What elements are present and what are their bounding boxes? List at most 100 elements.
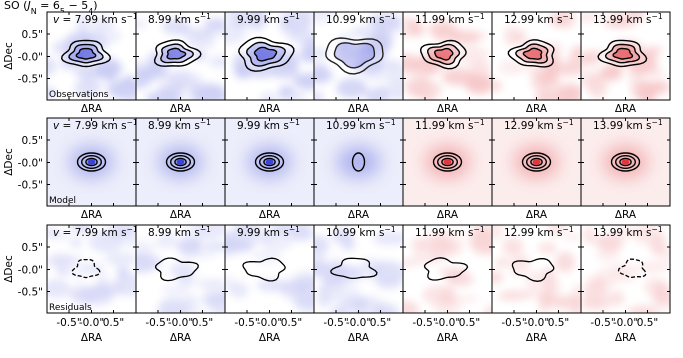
panel-content bbox=[136, 118, 225, 206]
panel: 8.99 km s−1 ΔRA bbox=[135, 11, 226, 115]
velocity-unit: km s bbox=[623, 120, 651, 132]
velocity-unit-exponent: −1 bbox=[289, 12, 300, 21]
noise-patch bbox=[563, 232, 581, 241]
velocity-unit: km s bbox=[98, 227, 126, 239]
noise-patch bbox=[47, 87, 57, 99]
panel: 11.99 km s−1 ΔRA bbox=[402, 11, 493, 115]
velocity-value: 12.99 bbox=[504, 14, 534, 26]
panel: 9.99 km s−1 ΔRA bbox=[224, 11, 315, 115]
noise-patch bbox=[411, 237, 427, 252]
noise-patch bbox=[403, 75, 432, 97]
noise-patch bbox=[116, 265, 129, 280]
noise-patch bbox=[299, 12, 314, 20]
x-axis-label: ΔRA bbox=[259, 332, 281, 344]
contour bbox=[351, 152, 366, 172]
panel: 12.99 km s−1 ΔRA bbox=[491, 117, 582, 221]
noise-patch bbox=[161, 284, 190, 297]
x-tick-label: -0.5" bbox=[501, 317, 526, 329]
noise-patch bbox=[422, 285, 454, 305]
model-core bbox=[532, 159, 541, 165]
noise-patch bbox=[320, 265, 342, 288]
velocity-value: 12.99 bbox=[504, 120, 534, 132]
noise-patch bbox=[108, 30, 121, 43]
contour bbox=[60, 39, 112, 68]
velocity-value: 11.99 bbox=[415, 227, 445, 239]
panel: 11.99 km s−1 -0.5"-0.0"0.5"ΔRA bbox=[402, 224, 493, 344]
noise-patch bbox=[468, 225, 492, 236]
noise-patch bbox=[525, 270, 544, 294]
noise-patch bbox=[314, 12, 335, 24]
contour bbox=[165, 152, 196, 172]
channel-label: 8.99 km s−1 bbox=[148, 118, 211, 133]
noise-patch bbox=[56, 267, 71, 276]
contour bbox=[432, 152, 463, 172]
velocity-value: 10.99 bbox=[326, 14, 356, 26]
channel-label: v = 7.99 km s−1 bbox=[53, 225, 138, 240]
noise-patch bbox=[340, 236, 356, 252]
panel-content bbox=[225, 12, 314, 100]
x-tick-label: -0.0" bbox=[257, 317, 282, 329]
x-tick-label: -0.5" bbox=[323, 317, 348, 329]
noise-patch bbox=[232, 225, 255, 235]
velocity-unit: km s bbox=[445, 120, 473, 132]
model-glow bbox=[336, 146, 381, 178]
x-tick-label: 0.5" bbox=[459, 317, 481, 329]
noise-patch bbox=[350, 27, 364, 37]
velocity-value: 13.99 bbox=[593, 14, 623, 26]
panel-content bbox=[47, 118, 136, 206]
velocity-unit: km s bbox=[445, 14, 473, 26]
velocity-unit: km s bbox=[171, 227, 199, 239]
noise-patch bbox=[296, 73, 314, 92]
noise-patch bbox=[498, 59, 525, 75]
x-tick-label: -0.0" bbox=[346, 317, 371, 329]
noise-patch bbox=[91, 15, 115, 34]
velocity-equals: = bbox=[59, 14, 74, 26]
y-axis-label: ΔDec bbox=[3, 255, 15, 283]
noise-patch bbox=[295, 296, 314, 313]
noise-patch bbox=[372, 231, 403, 246]
noise-patch bbox=[76, 13, 91, 38]
panel-content bbox=[581, 12, 670, 100]
contour bbox=[617, 258, 647, 279]
contour bbox=[330, 257, 378, 280]
x-tick-label: -0.5" bbox=[412, 317, 437, 329]
x-axis-label: ΔRA bbox=[615, 103, 637, 115]
noise-patch bbox=[152, 238, 180, 248]
x-axis-label: ΔRA bbox=[437, 209, 459, 221]
noise-patch bbox=[145, 89, 182, 100]
noise-patch bbox=[112, 78, 136, 100]
velocity-unit: km s bbox=[260, 14, 288, 26]
noise-patch bbox=[208, 55, 225, 68]
y-tick-label: 0.5" bbox=[21, 242, 43, 254]
noise-patch bbox=[278, 85, 295, 97]
velocity-value: 7.99 bbox=[75, 120, 98, 132]
noise-patch bbox=[422, 94, 436, 100]
channel-label: 8.99 km s−1 bbox=[148, 12, 211, 27]
contour bbox=[423, 257, 469, 281]
panel-content bbox=[403, 225, 492, 313]
velocity-value: 7.99 bbox=[75, 227, 98, 239]
velocity-unit-exponent: −1 bbox=[289, 118, 300, 127]
noise-patch bbox=[470, 61, 492, 76]
x-tick-label: -0.5" bbox=[145, 317, 170, 329]
noise-patch bbox=[544, 56, 561, 80]
contour bbox=[85, 157, 98, 167]
title-segment: ) bbox=[93, 0, 97, 12]
noise-patch bbox=[422, 232, 454, 254]
noise-patch bbox=[571, 284, 581, 309]
noise-patch bbox=[314, 90, 324, 100]
velocity-unit-exponent: −1 bbox=[563, 225, 574, 234]
velocity-unit: km s bbox=[98, 14, 126, 26]
panel-content bbox=[225, 118, 314, 206]
y-tick-label: -0.0" bbox=[18, 158, 43, 170]
noise-patch bbox=[403, 300, 420, 313]
velocity-unit: km s bbox=[171, 120, 199, 132]
noise-patch bbox=[48, 252, 72, 266]
noise-patch bbox=[203, 18, 225, 27]
x-tick-label: -0.0" bbox=[613, 317, 638, 329]
x-axis-label: ΔRA bbox=[170, 209, 192, 221]
model-core bbox=[443, 159, 452, 165]
panel-content bbox=[492, 12, 581, 100]
panel: 13.99 km s−1 ΔRA bbox=[580, 117, 671, 221]
